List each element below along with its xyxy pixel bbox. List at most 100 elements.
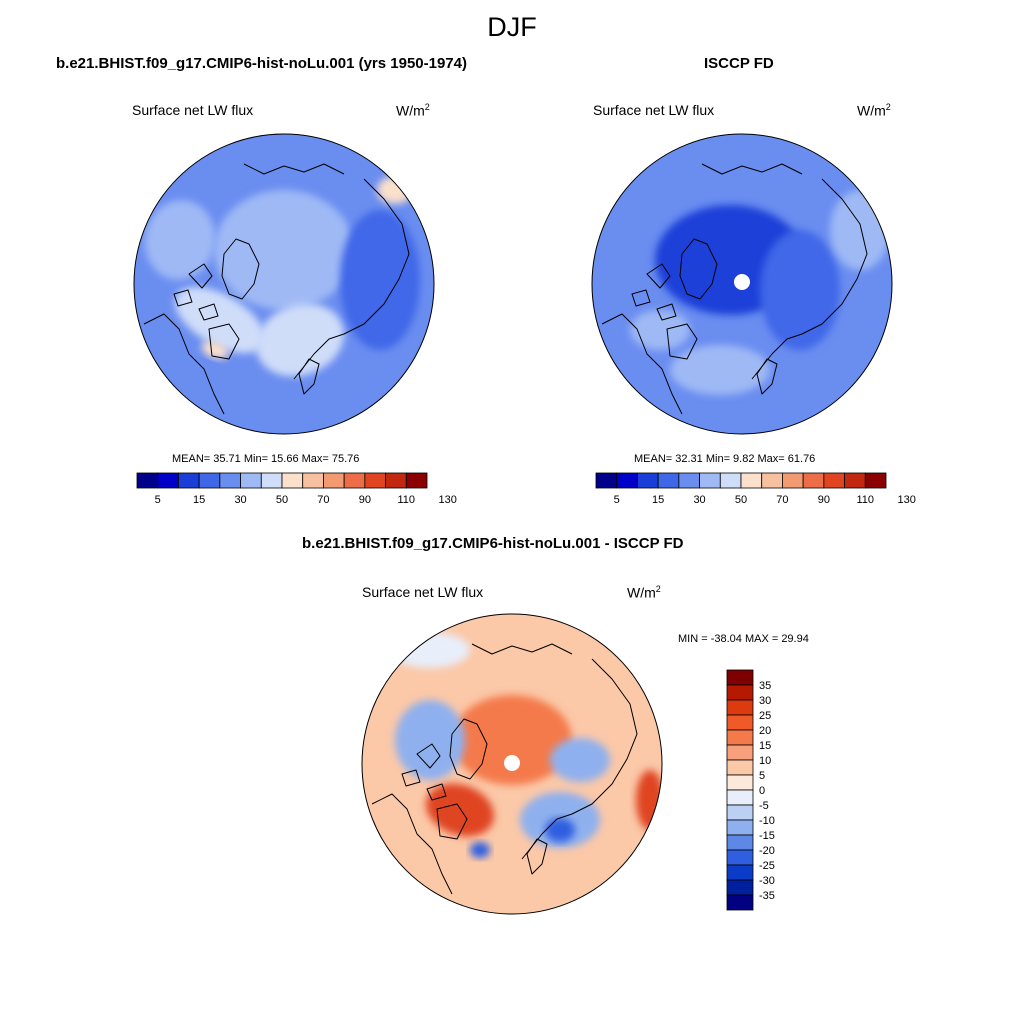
panel2-variable: Surface net LW flux	[593, 102, 715, 118]
colorbar-box	[726, 834, 754, 851]
panel2-units-exp: 2	[885, 102, 891, 112]
panel1-variable: Surface net LW flux	[132, 102, 254, 118]
colorbar-box	[726, 849, 754, 866]
panel1-units-base: W/m	[396, 102, 425, 119]
colorbar-box	[726, 879, 754, 896]
colorbar-box	[802, 472, 825, 489]
pole-hole	[504, 755, 520, 771]
colorbar-tick-label: 15	[193, 494, 205, 506]
coastline-hudson	[436, 803, 468, 840]
map-model-field	[134, 134, 434, 434]
field-eurasia	[760, 230, 840, 350]
panel3-stats: MIN = -38.04 MAX = 29.94	[678, 633, 809, 645]
coastline-greenland	[679, 238, 718, 300]
colorbar-box	[761, 472, 783, 489]
colorbar-box	[178, 472, 200, 489]
colorbar-box	[726, 864, 754, 881]
colorbar-tick-label: 50	[276, 494, 288, 506]
colorbar-box	[678, 472, 700, 489]
coastline-archipelago	[631, 263, 677, 321]
colorbar-box	[726, 789, 754, 806]
map-observations-border	[591, 133, 893, 435]
colorbar-tick-label: 15	[759, 740, 771, 752]
colorbar-box	[637, 472, 659, 489]
coastline-north-america	[371, 793, 453, 895]
colorbar-box	[726, 729, 754, 746]
map-difference	[361, 613, 663, 915]
colorbar-box	[157, 472, 179, 489]
field-canada-negative	[395, 700, 465, 780]
colorbar-box	[595, 472, 618, 489]
panel3-units-base: W/m	[627, 584, 656, 601]
panel1-units: W/m2	[396, 102, 430, 119]
panel2-units: W/m2	[857, 102, 891, 119]
colorbar-tick-label: 90	[359, 494, 371, 506]
panel1-title: b.e21.BHIST.f09_g17.CMIP6-hist-noLu.001 …	[56, 55, 467, 72]
colorbar-box	[726, 774, 754, 791]
colorbar-box	[726, 699, 754, 716]
colorbar-tick-label: 30	[759, 695, 771, 707]
colorbar-observations: 5 15 30 50 70 90 110 130	[595, 472, 916, 506]
colorbar-tick-label: -35	[759, 890, 775, 902]
colorbar-tick-label: 5	[155, 494, 161, 506]
colorbar-box	[719, 472, 742, 489]
coastline-scandinavia	[298, 358, 320, 395]
panel3-title: b.e21.BHIST.f09_g17.CMIP6-hist-noLu.001 …	[302, 535, 684, 552]
field-hudson	[174, 286, 266, 354]
field-edge-positive	[636, 770, 662, 830]
colorbar-tick-label: 130	[439, 494, 457, 506]
colorbar-box	[823, 472, 845, 489]
figure-title: DJF	[487, 12, 537, 42]
field-canada	[144, 200, 216, 280]
colorbar-tick-label: -20	[759, 845, 775, 857]
coastline-eurasia	[293, 178, 410, 380]
colorbar-box	[864, 472, 887, 489]
colorbar-box	[364, 472, 386, 489]
colorbar-box	[136, 472, 159, 489]
colorbar-tick-label: 5	[759, 770, 765, 782]
field-warm-spot-2	[201, 341, 229, 359]
colorbar-tick-label: 110	[398, 494, 416, 506]
colorbar-box	[219, 472, 241, 489]
colorbar-box	[740, 472, 763, 489]
colorbar-box	[726, 669, 754, 686]
colorbar-tick-label: -15	[759, 830, 775, 842]
coastline-scandinavia	[756, 358, 778, 395]
coastline-archipelago	[173, 263, 219, 321]
map-model-border	[133, 133, 435, 435]
coastline-greenland	[449, 718, 488, 780]
map-difference-border	[361, 613, 663, 915]
field-strong-negative	[545, 818, 575, 842]
panel1-units-exp: 2	[424, 102, 430, 112]
colorbar-box	[726, 804, 754, 821]
colorbar-tick-label: -30	[759, 875, 775, 887]
coastline-scandinavia	[526, 838, 548, 875]
colorbar-box	[844, 472, 866, 489]
field-arctic-positive	[452, 695, 572, 785]
field-siberia	[340, 210, 420, 350]
coastline-north-america	[143, 313, 225, 415]
panel3-units: W/m2	[627, 584, 661, 601]
colorbar-box	[343, 472, 366, 489]
colorbar-box	[385, 472, 407, 489]
colorbar-box	[240, 472, 262, 489]
coastline-eurasia	[751, 178, 868, 380]
field-atlantic	[670, 345, 770, 395]
coastline-greenland	[221, 238, 260, 300]
colorbar-box	[726, 759, 754, 776]
colorbar-tick-label: 0	[759, 785, 765, 797]
coastline-hudson	[666, 323, 698, 360]
colorbar-tick-label: 15	[652, 494, 664, 506]
coastline-north-america	[601, 313, 683, 415]
colorbar-box	[657, 472, 680, 489]
colorbar-tick-label: 25	[759, 710, 771, 722]
colorbar-tick-label: -25	[759, 860, 775, 872]
colorbar-box	[281, 472, 304, 489]
coastline-archipelago	[401, 743, 447, 801]
colorbar-box	[260, 472, 283, 489]
colorbar-tick-label: 30	[693, 494, 705, 506]
panel3-variable: Surface net LW flux	[362, 584, 484, 600]
coastline-hudson	[208, 323, 240, 360]
colorbar-box	[405, 472, 428, 489]
coastline-eurasia	[521, 658, 638, 860]
